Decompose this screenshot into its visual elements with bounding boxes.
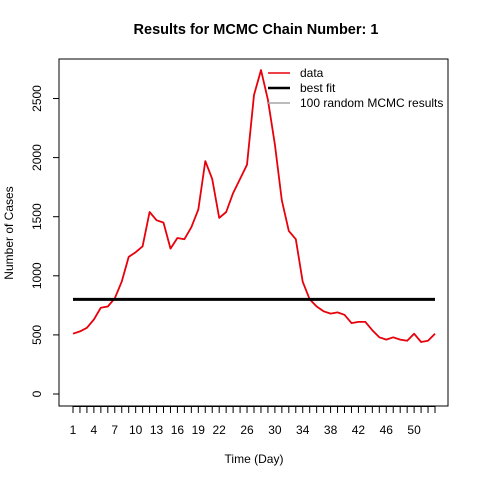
x-tick-label: 38 [324, 423, 338, 437]
x-tick-label: 10 [129, 423, 143, 437]
x-tick-label: 7 [111, 423, 118, 437]
x-tick-label: 1 [70, 423, 77, 437]
legend-label: 100 random MCMC results [300, 96, 443, 110]
x-axis-title: Time (Day) [225, 452, 284, 466]
y-tick-label: 500 [30, 325, 44, 345]
x-tick-label: 46 [380, 423, 394, 437]
data-series-line [72, 69, 436, 343]
chart-title: Results for MCMC Chain Number: 1 [134, 22, 379, 38]
x-tick-label: 30 [268, 423, 282, 437]
y-tick-label: 1000 [30, 262, 44, 289]
series-layer [72, 69, 436, 343]
y-axis-title: Number of Cases [2, 186, 16, 279]
x-tick-label: 42 [352, 423, 366, 437]
x-tick-label: 34 [296, 423, 310, 437]
x-axis: 1 4 7 10 13 16 19 22 26 30 34 38 42 46 50 [70, 406, 436, 437]
y-tick-label: 0 [30, 390, 44, 397]
x-tick-label: 16 [171, 423, 185, 437]
legend-label: best fit [300, 81, 336, 95]
x-tick-label: 4 [91, 423, 98, 437]
x-tick-label: 19 [192, 423, 206, 437]
x-tick-label: 50 [407, 423, 421, 437]
x-tick-label: 26 [240, 423, 254, 437]
y-tick-label: 2000 [30, 144, 44, 171]
y-tick-label: 1500 [30, 203, 44, 230]
legend-label: data [300, 66, 324, 80]
x-tick-label: 22 [213, 423, 227, 437]
x-tick-label: 13 [150, 423, 164, 437]
plot-frame [58, 58, 449, 407]
y-axis: 0 500 1000 1500 2000 2500 [30, 85, 60, 397]
y-tick-label: 2500 [30, 85, 44, 112]
